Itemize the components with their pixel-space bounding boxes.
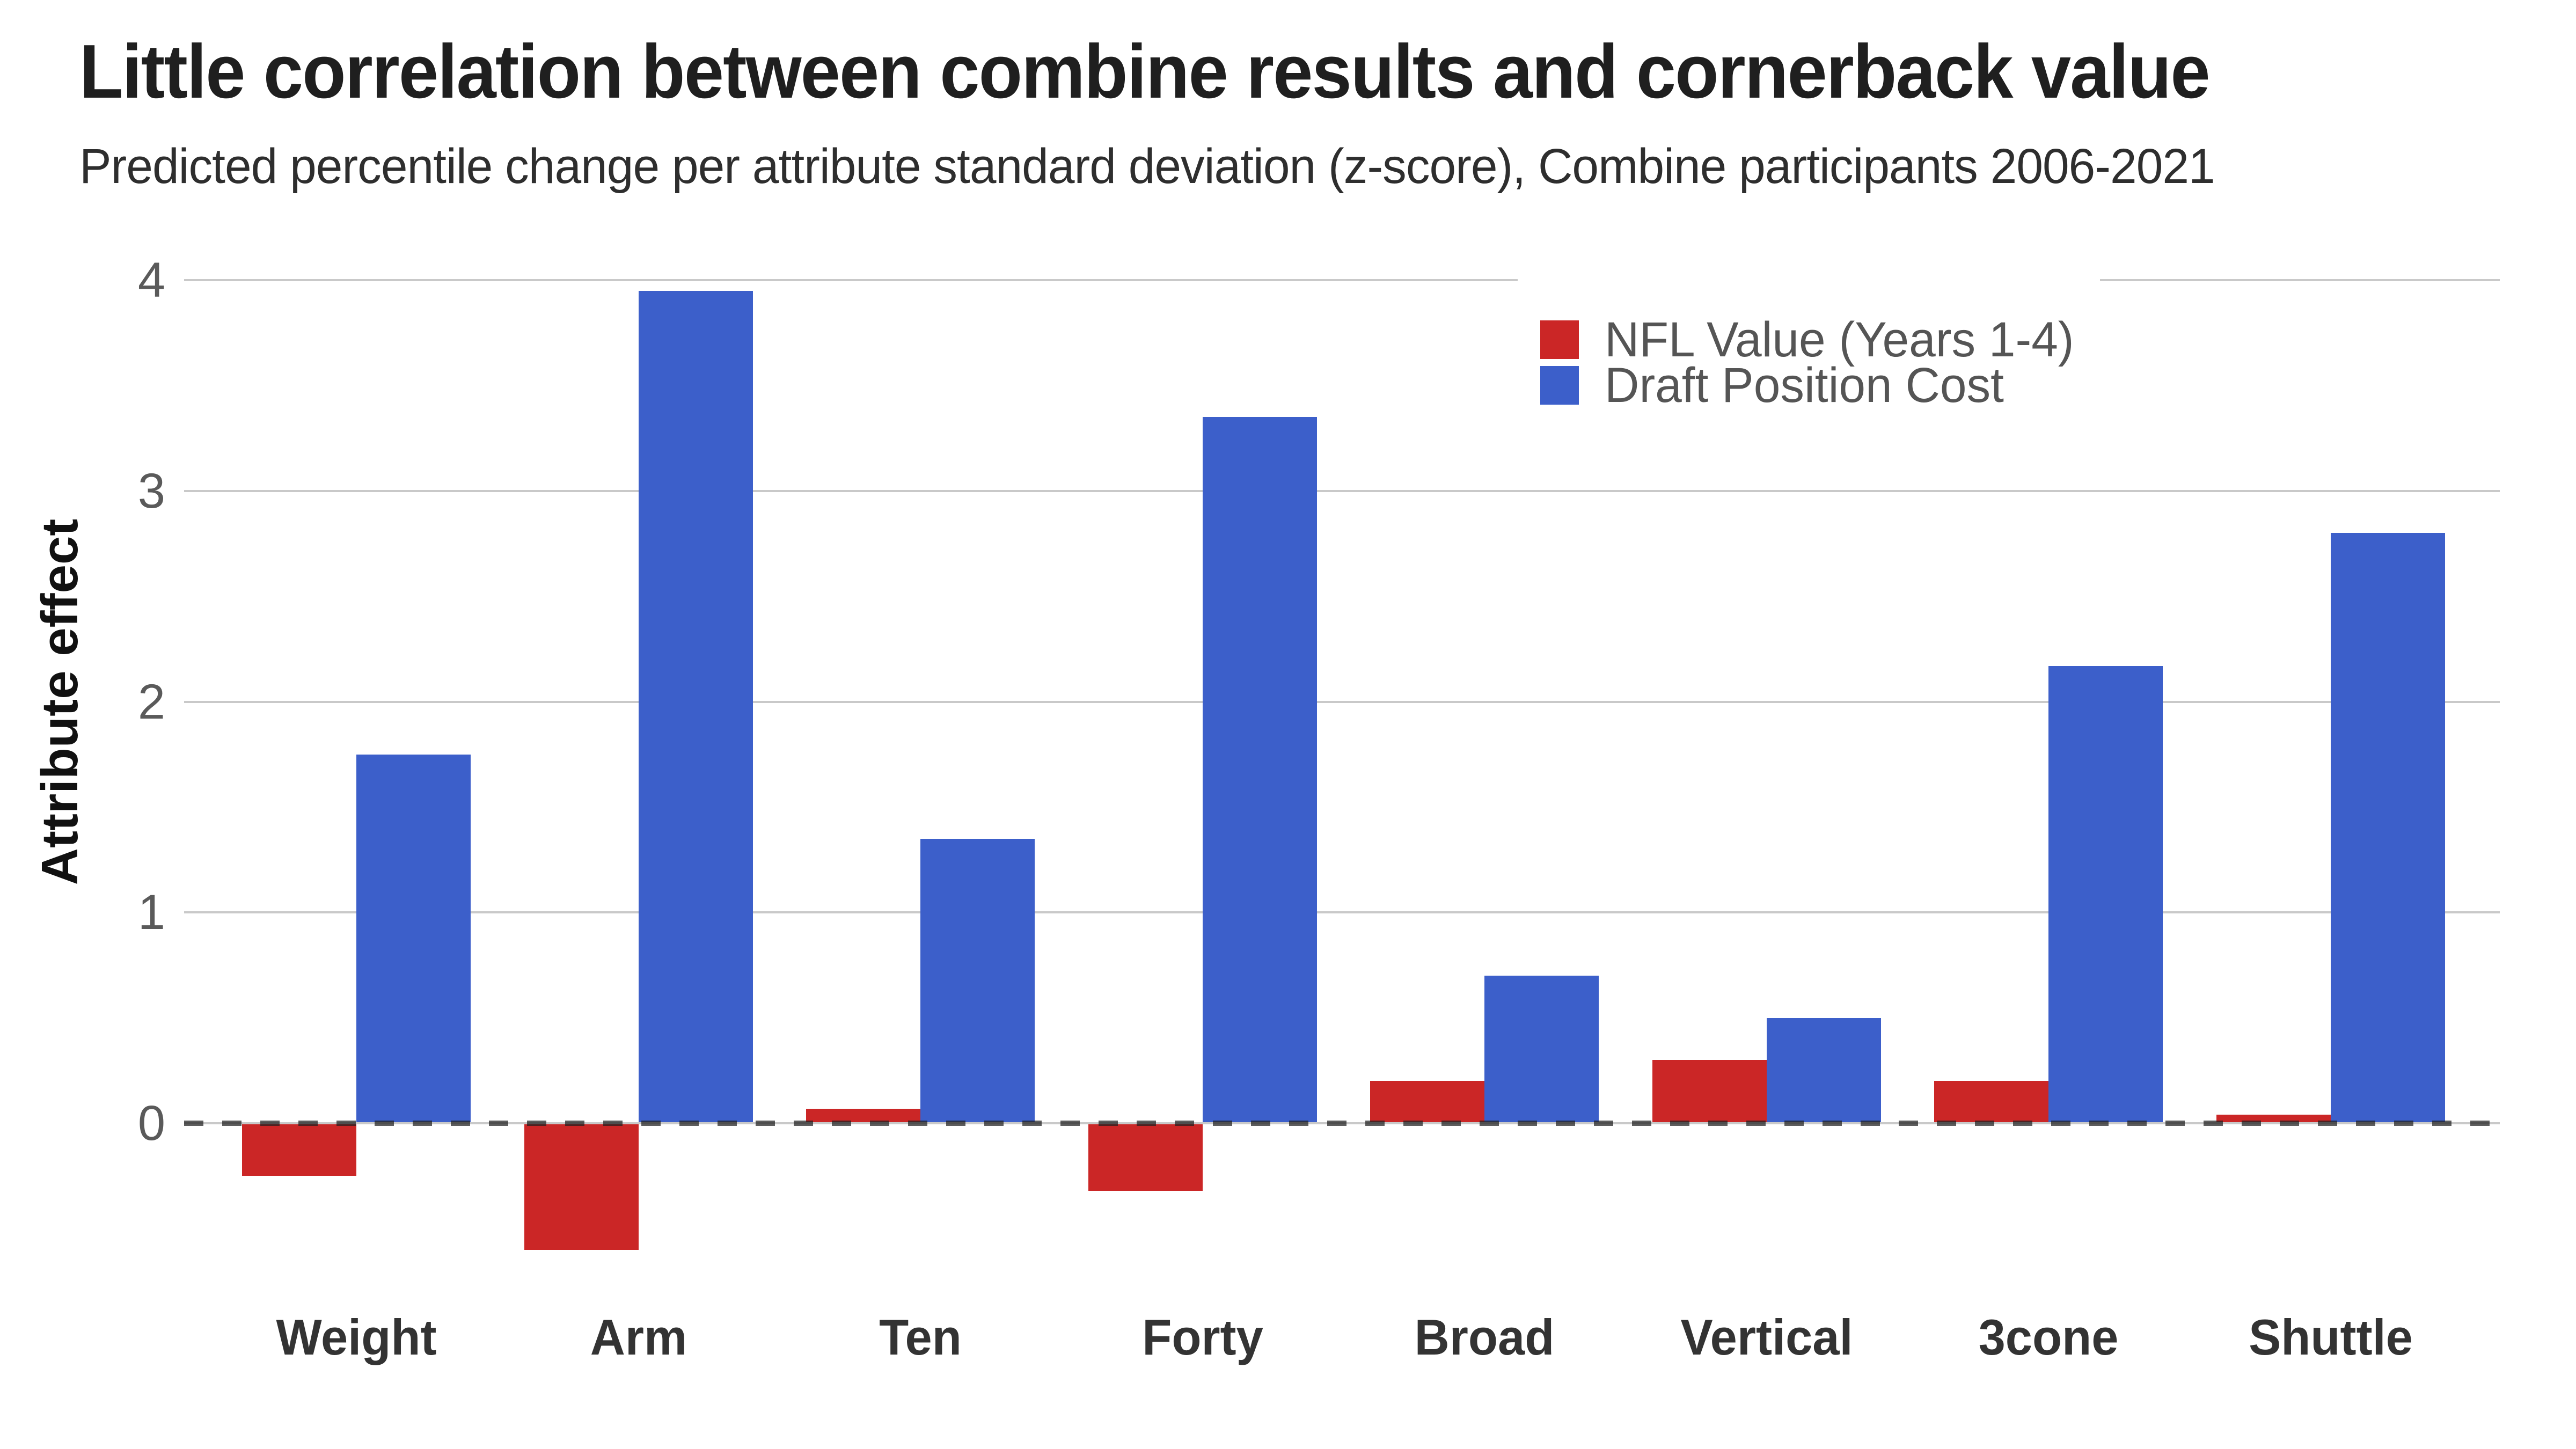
zero-baseline-dashed-line [184, 1121, 2500, 1126]
y-tick-label-4: 4 [137, 253, 165, 308]
y-tick-label-2: 2 [137, 674, 165, 729]
bar-nfl-value-years-1-4-vertical [1652, 1060, 1767, 1123]
legend-label-draft-cost: Draft Position Cost [1605, 358, 2004, 413]
bar-draft-position-cost-forty [1202, 417, 1317, 1123]
bar-draft-position-cost-arm [638, 290, 753, 1123]
bar-nfl-value-years-1-4-3cone [1934, 1081, 2048, 1123]
gridline-y-1 [184, 911, 2500, 914]
x-category-label-broad: Broad [1414, 1309, 1555, 1365]
bar-draft-position-cost-weight [356, 754, 471, 1123]
gridline-y-4 [184, 279, 2500, 281]
x-category-label-arm: Arm [590, 1309, 687, 1365]
legend-item-draft-cost: Draft Position Cost [1540, 361, 2100, 410]
bar-draft-position-cost-shuttle [2330, 533, 2445, 1123]
bar-draft-position-cost-broad [1484, 976, 1599, 1123]
x-category-label-shuttle: Shuttle [2248, 1309, 2413, 1365]
legend: NFL Value (Years 1-4) Draft Position Cos… [1518, 268, 2100, 429]
bar-draft-position-cost-vertical [1766, 1018, 1881, 1123]
gridline-y-3 [184, 489, 2500, 492]
gridline-y-2 [184, 700, 2500, 703]
x-category-label-weight: Weight [276, 1309, 437, 1365]
y-tick-label-0: 0 [137, 1096, 165, 1151]
x-category-label-vertical: Vertical [1680, 1309, 1853, 1365]
x-category-label-ten: Ten [879, 1309, 962, 1365]
legend-swatch-red [1540, 320, 1579, 359]
bar-nfl-value-years-1-4-forty [1088, 1123, 1203, 1191]
x-category-label-3cone: 3cone [1978, 1309, 2119, 1365]
bar-draft-position-cost-3cone [2048, 665, 2163, 1123]
y-tick-label-3: 3 [137, 463, 165, 518]
bar-nfl-value-years-1-4-weight [242, 1123, 356, 1176]
chart-title: Little correlation between combine resul… [79, 29, 2211, 114]
legend-label-nfl-value: NFL Value (Years 1-4) [1605, 312, 2074, 367]
legend-item-nfl-value: NFL Value (Years 1-4) [1540, 315, 2100, 364]
bar-nfl-value-years-1-4-broad [1370, 1081, 1484, 1123]
x-category-label-forty: Forty [1141, 1309, 1263, 1365]
y-tick-label-1: 1 [137, 885, 165, 940]
y-axis-title: Attribute effect [31, 518, 89, 885]
bar-nfl-value-years-1-4-arm [524, 1123, 639, 1250]
chart-subtitle: Predicted percentile change per attribut… [79, 139, 2215, 194]
legend-swatch-blue [1540, 366, 1579, 405]
bar-draft-position-cost-ten [920, 838, 1035, 1123]
